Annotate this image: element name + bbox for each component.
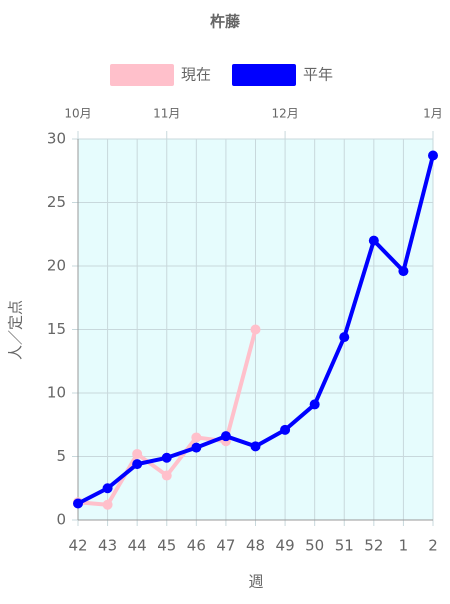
x-tick-label: 49 <box>276 537 295 555</box>
y-tick-label: 15 <box>47 320 66 338</box>
data-point <box>191 442 202 453</box>
x-tick-label: 47 <box>216 537 235 555</box>
y-tick-label: 5 <box>56 447 66 465</box>
x-tick-label: 42 <box>68 537 87 555</box>
data-point <box>132 459 143 470</box>
data-point <box>280 424 291 435</box>
chart-title: 杵藤 <box>210 13 241 31</box>
y-tick-label: 25 <box>47 193 66 211</box>
x-axis-title: 週 <box>248 573 263 591</box>
legend-label: 平年 <box>303 66 333 84</box>
data-point <box>191 432 202 443</box>
data-point <box>250 324 261 335</box>
data-point <box>161 452 172 463</box>
data-point <box>428 150 438 161</box>
top-tick-label: 1月 <box>423 107 443 121</box>
x-tick-label: 46 <box>187 537 206 555</box>
x-tick-label: 51 <box>335 537 354 555</box>
x-tick-label: 48 <box>246 537 265 555</box>
y-tick-label: 10 <box>47 384 66 402</box>
legend-swatch <box>110 64 174 86</box>
legend-label: 現在 <box>181 66 211 84</box>
data-point <box>132 448 143 459</box>
data-point <box>368 235 379 246</box>
data-point <box>102 499 113 510</box>
data-point <box>398 266 409 277</box>
x-tick-label: 2 <box>428 537 438 555</box>
y-tick-label: 20 <box>47 257 66 275</box>
top-tick-label: 11月 <box>153 107 180 121</box>
data-point <box>102 483 113 494</box>
top-tick-label: 10月 <box>64 107 91 121</box>
x-tick-label: 45 <box>157 537 176 555</box>
data-point <box>309 399 320 410</box>
top-tick-label: 12月 <box>271 107 298 121</box>
y-tick-label: 0 <box>56 511 66 529</box>
data-point <box>339 332 350 343</box>
x-tick-label: 1 <box>399 537 409 555</box>
legend-swatch <box>232 64 296 86</box>
x-tick-label: 50 <box>305 537 324 555</box>
y-axis-title: 人／定点 <box>7 300 25 360</box>
data-point <box>250 441 261 452</box>
data-point <box>161 470 172 481</box>
y-tick-label: 30 <box>47 130 66 148</box>
data-point <box>73 498 83 509</box>
x-tick-label: 52 <box>364 537 383 555</box>
x-tick-label: 43 <box>98 537 117 555</box>
data-point <box>220 431 231 442</box>
x-tick-label: 44 <box>128 537 147 555</box>
